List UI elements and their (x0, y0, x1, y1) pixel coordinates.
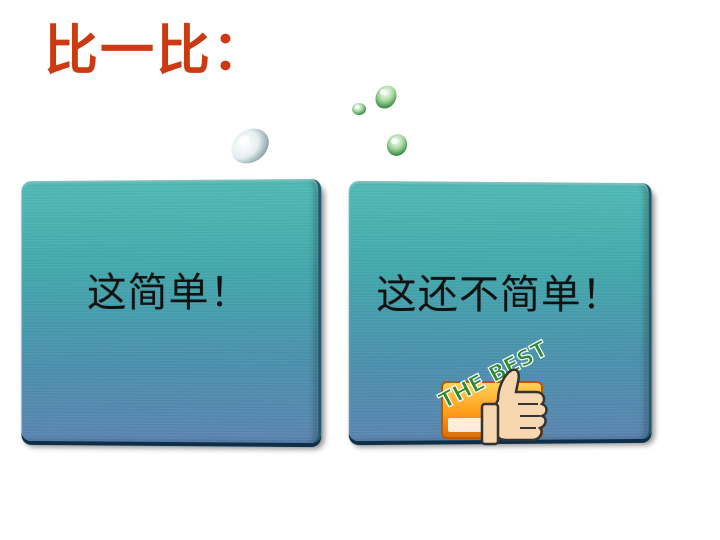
the-best-badge: THE BEST (420, 330, 560, 460)
panel-text: 这还不简单！ (349, 262, 649, 321)
water-drop-icon (371, 82, 400, 113)
water-drop-icon (352, 103, 366, 115)
page-title: 比一比： (44, 24, 268, 78)
simple-panel: 这简单！ (21, 179, 321, 443)
water-drop-icon (384, 131, 410, 159)
panel-text: 这简单！ (21, 260, 318, 319)
water-drop-icon (224, 121, 275, 170)
